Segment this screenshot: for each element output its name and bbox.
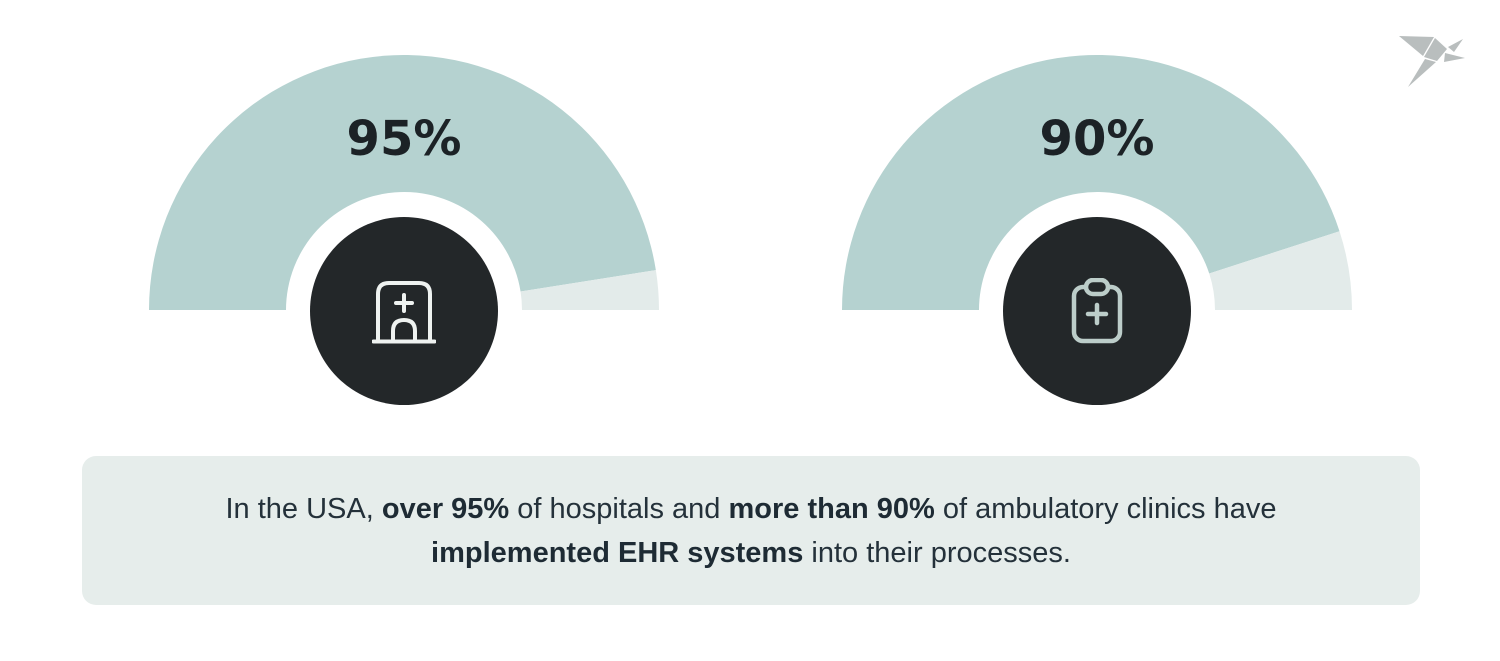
- bird-body: [1424, 38, 1447, 61]
- bird-tail: [1408, 59, 1436, 87]
- clipboard-cross: [1085, 302, 1109, 326]
- gauge-hospitals-value: 95%: [346, 111, 462, 167]
- bird-right-wing: [1444, 53, 1465, 62]
- medical-clipboard-icon: [1071, 278, 1123, 344]
- hospital-building-icon: [372, 281, 436, 344]
- hospital-cross: [394, 293, 414, 313]
- gauge-hospitals-arc: [149, 55, 659, 405]
- gauge-hospitals: 95%: [149, 55, 659, 406]
- gauge-clinics-arc: [842, 55, 1352, 405]
- bird-head: [1448, 39, 1463, 52]
- bird-left-wing: [1399, 36, 1434, 56]
- hospital-door: [391, 318, 417, 343]
- origami-bird-icon: [1399, 36, 1465, 87]
- hospital-outline: [376, 281, 432, 343]
- caption-text: In the USA, over 95% of hospitals and mo…: [225, 492, 1277, 569]
- gauge-clinics: 90%: [842, 55, 1352, 406]
- gauge-clinics-value: 90%: [1039, 111, 1155, 167]
- caption-box: In the USA, over 95% of hospitals and mo…: [82, 456, 1420, 605]
- clipboard-clip: [1083, 278, 1111, 297]
